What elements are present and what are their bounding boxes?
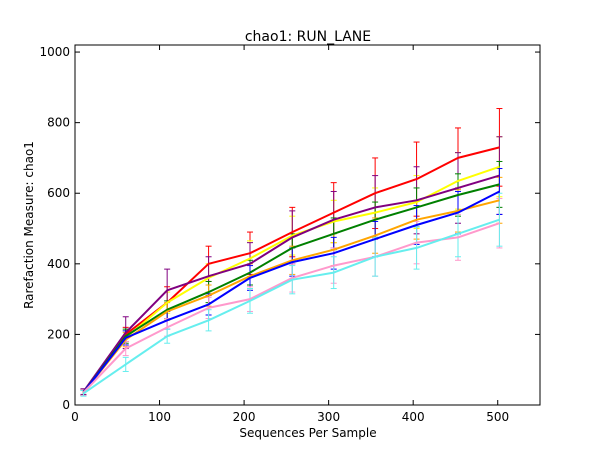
y-tick-label: 600 [47,186,70,200]
series-7-line [82,218,500,395]
y-tick-label: 200 [47,327,70,341]
series-6-line [82,222,500,394]
x-tick-label: 200 [233,410,256,424]
y-tick-label: 400 [47,257,70,271]
series-layer [80,108,503,397]
series-0-line [82,146,500,394]
axes-layer: 0 100 200 300 400 500 0 200 400 600 800 1000 [39,44,541,424]
x-tick-label: 0 [71,410,79,424]
x-tick-label: 300 [317,410,340,424]
x-axis-title: Sequences Per Sample [239,426,376,440]
y-tick-label: 800 [47,116,70,130]
series-5-line [82,190,500,394]
x-tick-label: 100 [148,410,171,424]
series-7-errorbars [80,192,503,397]
series-3-line [82,183,500,394]
x-tick-label: 400 [402,410,425,424]
series-5-errorbars [80,168,503,396]
series-4-errorbars [80,176,503,396]
series-6-errorbars [80,198,503,396]
y-tick-label: 0 [62,398,70,412]
series-2-line [82,174,500,393]
series-1-line [82,165,500,394]
y-tick-label: 1000 [39,45,70,59]
y-axis-title: Rarefaction Measure: chao1 [22,141,36,309]
series-4-line [82,199,500,394]
plot-frame [74,44,541,406]
x-tick-label: 500 [486,410,509,424]
chart-title: chao1: RUN_LANE [245,29,371,45]
series-1-errorbars [80,136,503,396]
